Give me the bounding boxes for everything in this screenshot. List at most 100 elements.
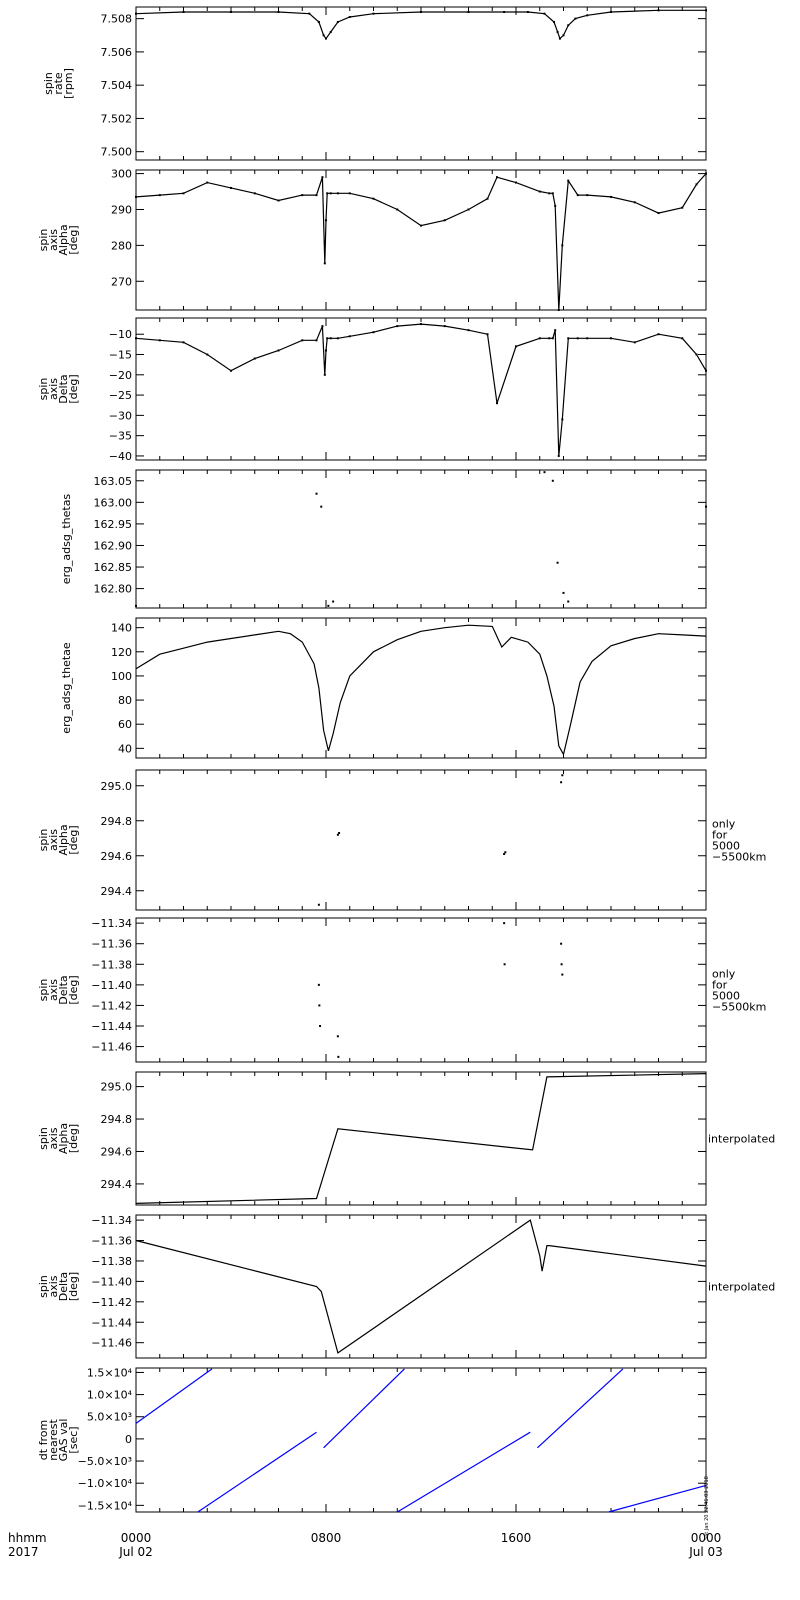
panel-3-data-point xyxy=(705,369,707,372)
panel-5-ytick-label: 120 xyxy=(111,646,132,659)
panel-2-data-point xyxy=(554,204,557,207)
panel-7-data-point xyxy=(560,963,563,966)
panel-3-data-point xyxy=(554,329,557,332)
panel-2-data-point xyxy=(206,181,209,184)
panel-2-data-point xyxy=(315,194,318,197)
panel-10-series-segment-6 xyxy=(608,1484,707,1513)
panel-9-ylabel: [deg] xyxy=(67,1272,80,1301)
panel-3-data-point xyxy=(315,339,318,342)
panel-1-ylabel: [rpm] xyxy=(62,68,75,99)
panel-2-ylabel: [deg] xyxy=(67,225,80,254)
panel-1-data-point xyxy=(610,10,612,13)
panel-2-data-point xyxy=(467,208,470,211)
panel-1-ylabel: rate xyxy=(52,72,65,95)
panel-8-ytick-label: 294.8 xyxy=(101,1113,133,1126)
panel-6-data-point xyxy=(561,774,564,777)
panel-5-frame xyxy=(135,617,707,759)
panel-7-ytick-label: −11.42 xyxy=(91,999,132,1012)
panel-3-data-point xyxy=(182,341,185,344)
panel-3-data-point xyxy=(681,337,684,340)
panel-3-data-point xyxy=(610,337,612,340)
panel-3-data-point xyxy=(420,323,422,326)
panel-3-data-point xyxy=(586,337,589,340)
panel-4-data-point xyxy=(320,505,323,508)
panel-3-ylabel: spin xyxy=(37,378,50,401)
panel-7-ytick-label: −11.40 xyxy=(91,979,132,992)
panel-1-data-point xyxy=(526,10,529,13)
panel-6-data-point xyxy=(317,903,320,906)
panel-1-data-point xyxy=(420,10,422,13)
panel-7-annotation: 5000 xyxy=(712,990,740,1003)
panel-4-ytick-label: 162.85 xyxy=(94,561,133,574)
panel-3-ytick-label: −25 xyxy=(109,389,132,402)
panel-1-data-point xyxy=(553,20,555,23)
panel-10-frame xyxy=(135,1367,707,1513)
panel-3-data-point xyxy=(443,325,446,328)
panel-3-data-point xyxy=(576,337,579,340)
panel-1-data-point xyxy=(322,34,325,37)
panel-1-data-point xyxy=(372,12,375,15)
panel-2-data-point xyxy=(158,194,161,197)
panel-2-data-point xyxy=(230,186,232,189)
panel-10-series-segment-1 xyxy=(135,1368,213,1424)
panel-1-data-point xyxy=(325,37,327,40)
panel-3-data-point xyxy=(326,337,329,340)
panel-3-ylabel: [deg] xyxy=(67,374,80,403)
panel-2-ytick-label: 270 xyxy=(111,275,132,288)
x-tick-label: 0000 xyxy=(691,1531,722,1545)
x-tick-label: 0800 xyxy=(311,1531,342,1545)
panel-2-data-point xyxy=(633,201,636,204)
panel-1-series-trace xyxy=(135,9,706,40)
panel-6-data-point xyxy=(504,851,507,854)
panel-1-ytick-label: 7.508 xyxy=(101,13,133,26)
panel-7-data-point xyxy=(337,1055,340,1058)
panel-3-data-point xyxy=(206,353,209,356)
panel-6-annotation: only xyxy=(712,818,736,831)
panel-9-ylabel: Delta xyxy=(57,1272,70,1301)
panel-3-data-point xyxy=(561,418,564,421)
panel-3-data-point xyxy=(486,333,489,336)
panel-9-frame xyxy=(135,1214,707,1359)
panel-10-ytick-label: 1.5×10⁴ xyxy=(87,1366,133,1379)
panel-3-ytick-label: −40 xyxy=(109,450,132,463)
panel-2-data-point xyxy=(561,244,564,247)
panel-3-data-point xyxy=(372,331,375,334)
panel-9-ytick-label: −11.36 xyxy=(91,1235,132,1248)
panel-10-ytick-label: −1.0×10⁴ xyxy=(78,1477,133,1490)
panel-2-data-point xyxy=(681,206,684,209)
panel-7-ytick-label: −11.34 xyxy=(91,917,132,930)
panel-2-data-point xyxy=(277,199,280,202)
panel-2-data-point xyxy=(557,309,560,311)
panel-9-ytick-label: −11.42 xyxy=(91,1296,132,1309)
panel-2-data-point xyxy=(695,183,698,186)
panel-6-ytick-label: 294.6 xyxy=(101,850,133,863)
panel-8-ylabel: axis xyxy=(47,1127,60,1149)
panel-5-ylabel: erg_adsg_thetae xyxy=(60,642,73,734)
panel-2-data-point xyxy=(301,194,304,197)
panel-7-data-point xyxy=(317,983,320,986)
panel-4-data-point xyxy=(551,479,554,482)
panel-8-ylabel: Alpha xyxy=(57,1123,70,1154)
panel-1-data-point xyxy=(308,12,311,15)
panel-6-ytick-label: 295.0 xyxy=(101,780,133,793)
x-date-label: Jul 02 xyxy=(118,1545,153,1559)
panel-3-data-point xyxy=(321,325,324,328)
panel-3-data-point xyxy=(567,337,570,340)
panel-2-data-point xyxy=(515,181,517,184)
panel-2-ylabel: spin xyxy=(37,229,50,252)
panel-7-data-point xyxy=(336,1035,339,1038)
panel-2-data-point xyxy=(496,176,498,179)
panel-9-ytick-label: −11.38 xyxy=(91,1255,132,1268)
panel-3-data-point xyxy=(695,353,698,356)
panel-1-ytick-label: 7.502 xyxy=(101,112,133,125)
panel-7-ytick-label: −11.46 xyxy=(91,1041,132,1054)
panel-1-data-point xyxy=(705,9,707,12)
panel-6-data-point xyxy=(336,833,339,836)
panel-1-data-point xyxy=(586,14,589,17)
panel-2-data-point xyxy=(443,219,446,222)
x-tick-label: 0000 xyxy=(121,1531,152,1545)
x-date-label: Jul 03 xyxy=(688,1545,723,1559)
panel-3-data-point xyxy=(336,337,339,340)
panel-7-ylabel: spin xyxy=(37,979,50,1002)
panel-5-series-line xyxy=(135,624,707,757)
